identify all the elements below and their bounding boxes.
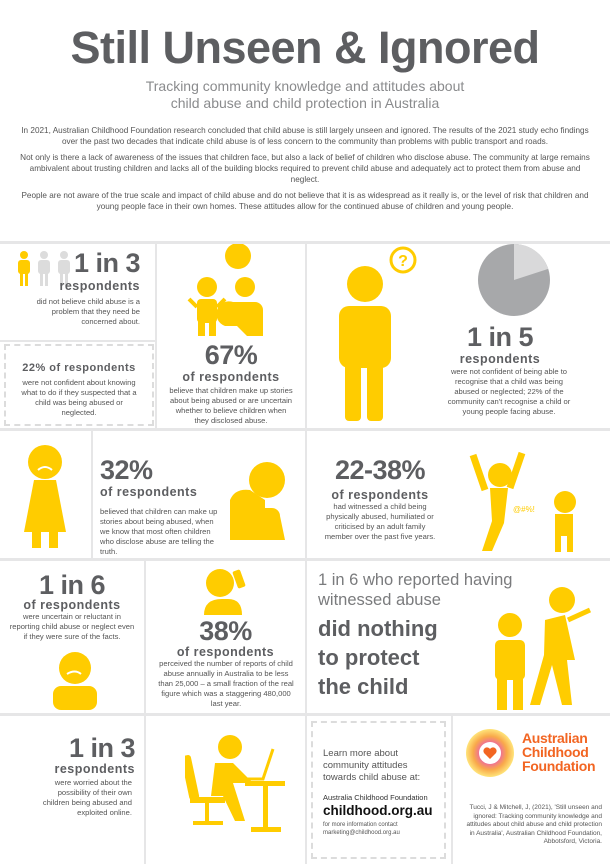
bold-line: did nothing bbox=[318, 616, 438, 641]
page-title: Still Unseen & Ignored bbox=[70, 22, 540, 73]
cta-box bbox=[311, 721, 446, 859]
stat-figure: 1 in 3 bbox=[73, 248, 141, 278]
heading-line: witnessed abuse bbox=[318, 591, 441, 609]
divider bbox=[0, 558, 610, 561]
logo-line: Foundation bbox=[522, 758, 596, 774]
stat-label: respondents bbox=[54, 762, 135, 776]
uncertain-person-icon bbox=[53, 652, 97, 710]
stat-text: were not confident about knowing what to… bbox=[21, 378, 137, 417]
stat-label: of respondents bbox=[100, 485, 198, 499]
divider bbox=[305, 244, 307, 430]
stat-text: believe that children make up stories ab… bbox=[169, 386, 293, 425]
intro-paragraph: People are not aware of the true scale a… bbox=[21, 191, 589, 211]
stat-label: of respondents bbox=[331, 488, 429, 502]
divider bbox=[451, 716, 453, 864]
website-link[interactable]: childhood.org.au bbox=[323, 803, 433, 818]
crouching-child-icon bbox=[230, 462, 285, 540]
stat-figure: 22-38% bbox=[334, 455, 426, 485]
did-nothing-bold: did nothing to protect the child bbox=[318, 614, 438, 701]
stat-label: respondents bbox=[459, 352, 541, 366]
svg-text:?: ? bbox=[398, 253, 408, 270]
divider bbox=[0, 340, 155, 342]
stat-figure: 38% bbox=[199, 616, 252, 646]
divider bbox=[0, 713, 610, 716]
divider bbox=[0, 241, 610, 244]
stat-text: perceived the number of reports of child… bbox=[158, 659, 294, 708]
stat-figure: 67% bbox=[204, 340, 258, 370]
cta-org: Australia Childhood Foundation bbox=[323, 793, 428, 802]
stat-figure: 32% bbox=[100, 455, 153, 485]
stat-figure: 1 in 6 bbox=[38, 570, 106, 600]
email-link[interactable]: marketing@childhood.org.au bbox=[323, 830, 400, 836]
thinking-person-icon: ? bbox=[339, 246, 417, 421]
stat-text: were uncertain or reluctant in reporting… bbox=[9, 612, 135, 641]
logo-line: Australian bbox=[522, 730, 588, 746]
intro-paragraph: In 2021, Australian Childhood Foundation… bbox=[21, 126, 589, 146]
angry-adult-icon: @#%! bbox=[469, 451, 576, 552]
phone-call-icon bbox=[204, 569, 246, 615]
intro-text: In 2021, Australian Childhood Foundation… bbox=[20, 125, 590, 217]
stat-label: of respondents bbox=[182, 370, 280, 384]
contact-line: for more information contact bbox=[323, 822, 398, 828]
divider bbox=[155, 244, 157, 430]
stat-text: did not believe child abuse is a problem… bbox=[36, 297, 140, 326]
stat-label: 22% of respondents bbox=[22, 362, 136, 374]
swear-text: @#%! bbox=[513, 505, 535, 514]
logo-sun-icon bbox=[466, 729, 514, 777]
stat-label: of respondents bbox=[176, 645, 275, 659]
people-icon bbox=[18, 251, 70, 286]
did-nothing-heading: 1 in 6 who reported having witnessed abu… bbox=[318, 570, 512, 610]
pie-chart bbox=[478, 244, 550, 316]
intro-paragraph: Not only is there a lack of awareness of… bbox=[20, 153, 590, 184]
stat-label: of respondents bbox=[23, 598, 121, 612]
child-at-computer-icon bbox=[185, 735, 285, 832]
divider bbox=[144, 561, 146, 864]
sad-girl-icon bbox=[24, 445, 66, 548]
cta-lead: Learn more about community attitudes tow… bbox=[323, 748, 421, 783]
stat-text: believed that children can make up stori… bbox=[100, 507, 218, 556]
logo-line: Childhood bbox=[522, 744, 589, 760]
stat-figure: 1 in 5 bbox=[466, 322, 534, 352]
citation: Tucci, J & Mitchell, J, (2021), 'Still u… bbox=[466, 804, 602, 845]
subtitle-line: child abuse and child protection in Aust… bbox=[170, 95, 440, 111]
stat-text: were worried about the possibility of th… bbox=[42, 778, 132, 817]
dashed-box bbox=[4, 344, 154, 426]
heart-icon bbox=[483, 747, 497, 759]
cta-contact: for more information contact marketing@c… bbox=[323, 821, 400, 837]
divider bbox=[305, 431, 307, 559]
logo-text: Australian Childhood Foundation bbox=[522, 730, 596, 774]
bystander-icon bbox=[495, 587, 592, 710]
bold-line: to protect bbox=[318, 645, 420, 670]
stat-text: were not confident of being able to reco… bbox=[447, 367, 571, 416]
bold-line: the child bbox=[318, 674, 409, 699]
heading-line: 1 in 6 who reported having bbox=[318, 571, 513, 589]
pie-slice-minor bbox=[514, 244, 549, 280]
disbelief-icon bbox=[187, 244, 263, 336]
stat-label: respondents bbox=[59, 279, 140, 293]
stat-figure: 1 in 3 bbox=[68, 733, 136, 763]
divider bbox=[305, 561, 307, 864]
divider bbox=[0, 428, 610, 431]
divider bbox=[91, 431, 93, 559]
subtitle-line: Tracking community knowledge and attitud… bbox=[145, 78, 465, 94]
subtitle: Tracking community knowledge and attitud… bbox=[0, 78, 610, 112]
stat-text: had witnessed a child being physically a… bbox=[324, 502, 436, 541]
